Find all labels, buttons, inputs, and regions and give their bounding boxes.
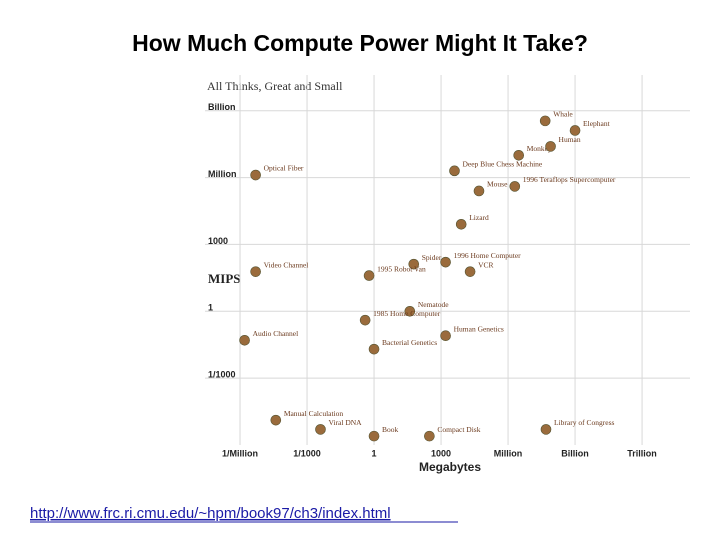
point (539, 115, 551, 127)
point (449, 165, 460, 177)
point-label: Bacterial Genetics (382, 338, 437, 347)
point-label: 1985 Home Computer (373, 309, 441, 318)
y-tick-label: 1000 (208, 236, 228, 246)
point-label: Elephant (583, 119, 611, 128)
point-label: Book (382, 425, 399, 434)
y-tick-label: 1/1000 (208, 370, 236, 380)
point-label: Viral DNA (328, 418, 362, 427)
point (540, 424, 552, 435)
point-label: Human (559, 135, 581, 144)
point (473, 185, 485, 197)
chart-title: All Thinks, Great and Small (207, 79, 343, 93)
point (569, 125, 581, 136)
point-label: Video Channel (264, 260, 309, 269)
x-tick-label: 1000 (431, 448, 451, 458)
point (408, 258, 420, 270)
point (239, 334, 250, 346)
point (270, 414, 282, 426)
point-label: Lizard (469, 213, 489, 222)
x-tick-label: 1/1000 (293, 448, 321, 458)
slide-title: How Much Compute Power Might It Take? (132, 30, 588, 56)
source-link[interactable]: http://www.frc.ri.cmu.edu/~hpm/book97/ch… (30, 505, 391, 522)
point (359, 314, 371, 326)
point-label: Monkey (527, 144, 552, 153)
point (509, 181, 521, 192)
point (440, 256, 451, 268)
x-tick-label: Trillion (627, 448, 657, 458)
point-label: 1995 Robot Van (377, 264, 426, 273)
point-label: Human Genetics (454, 324, 504, 333)
point-label: VCR (478, 260, 493, 269)
point (368, 343, 380, 355)
point-label: Library of Congress (554, 418, 614, 427)
point-label: Audio Channel (253, 329, 299, 338)
point (424, 430, 435, 442)
point-label: Nematode (418, 300, 449, 309)
point-label: Deep Blue Chess Machine (462, 160, 542, 169)
y-tick-label: 1 (208, 303, 213, 313)
point-label: Spider (422, 253, 442, 262)
point-label: 1996 Home Computer (454, 251, 522, 260)
point-label: 1996 Teraflops Supercomputer (523, 175, 616, 184)
x-tick-label: 1/Million (222, 448, 258, 458)
point (513, 149, 525, 161)
point (545, 141, 556, 152)
point (250, 169, 261, 181)
point (250, 266, 261, 277)
y-tick-label: Million (208, 169, 237, 179)
point-label: Whale (553, 110, 573, 119)
point (363, 270, 375, 281)
point (464, 266, 476, 277)
x-tick-label: Billion (561, 448, 589, 458)
x-tick-label: 1 (372, 448, 377, 458)
point (455, 218, 467, 230)
x-axis-label: Megabytes (419, 460, 481, 474)
point (440, 330, 451, 342)
point-label: Manual Calculation (284, 409, 344, 418)
point-label: Mouse (487, 180, 508, 189)
point-label: Compact Disk (437, 425, 480, 434)
y-axis-label: MIPS (208, 271, 241, 286)
point (404, 305, 416, 317)
point (315, 424, 326, 435)
point (368, 430, 380, 442)
y-tick-label: Billion (208, 102, 236, 112)
point-label: Optical Fiber (264, 164, 304, 173)
x-tick-label: Million (494, 448, 523, 458)
